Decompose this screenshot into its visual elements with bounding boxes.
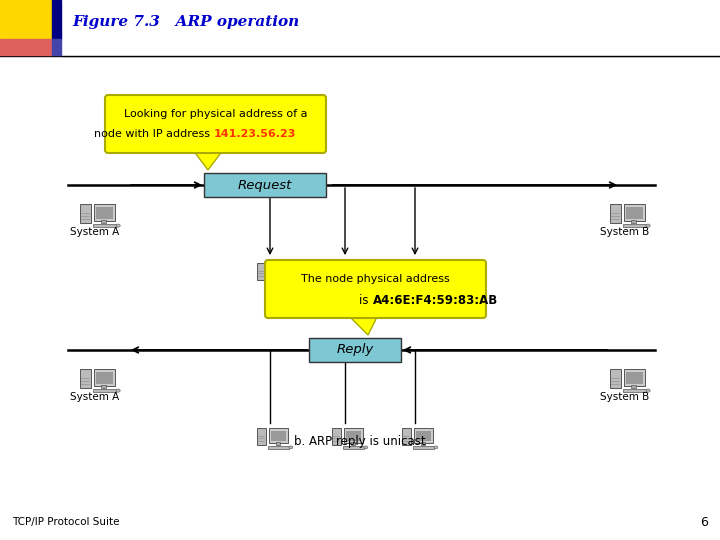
Bar [94,204,115,221]
Bar [93,389,116,392]
Text: b. ARP reply is unicast: b. ARP reply is unicast [294,435,426,449]
Bar [257,263,266,280]
Ellipse shape [289,446,293,449]
Ellipse shape [646,224,650,227]
Bar [0,39,52,55]
Bar [96,372,113,384]
Ellipse shape [646,389,650,392]
Text: System A: System A [71,392,120,402]
Bar [52,39,61,55]
Text: is: is [359,294,372,307]
Bar [611,204,621,223]
Bar [402,428,411,445]
Bar [52,0,61,40]
Ellipse shape [364,281,368,284]
Ellipse shape [364,446,368,449]
Bar [402,263,411,280]
Bar [102,385,106,388]
Bar [268,446,289,449]
Ellipse shape [434,281,438,284]
Bar [0,0,52,40]
Bar [351,277,354,280]
Bar [276,277,279,280]
Text: a. ARP request is broadcast: a. ARP request is broadcast [279,268,441,281]
Bar [623,389,646,392]
Bar [626,372,643,384]
Bar [420,442,425,445]
Text: The node physical address: The node physical address [301,274,450,284]
Ellipse shape [289,281,293,284]
Text: node with IP address: node with IP address [94,129,214,139]
Bar [93,224,116,227]
Bar [631,220,636,223]
Bar [416,431,431,441]
Bar [81,369,91,388]
Text: System A: System A [71,227,120,237]
Bar [344,263,363,278]
Bar [420,277,425,280]
Bar [343,281,364,284]
FancyBboxPatch shape [309,338,401,362]
Bar [269,263,288,278]
Bar [624,369,645,386]
Bar [623,224,646,227]
Bar [276,442,279,445]
Bar [332,428,341,445]
Text: System B: System B [600,392,649,402]
Text: System B: System B [600,227,649,237]
Polygon shape [348,315,378,335]
Bar [269,428,288,443]
Bar [102,220,106,223]
Text: TCP/IP Protocol Suite: TCP/IP Protocol Suite [12,517,120,527]
Bar [346,431,361,441]
Polygon shape [193,150,223,170]
Text: A4:6E:F4:59:83:AB: A4:6E:F4:59:83:AB [372,294,498,307]
Text: 141.23.56.23: 141.23.56.23 [214,129,296,139]
Bar [624,204,645,221]
Bar [413,281,434,284]
Text: Looking for physical address of a: Looking for physical address of a [124,109,307,119]
Ellipse shape [116,224,120,227]
Bar [626,207,643,219]
Bar [346,266,361,276]
Bar [96,207,113,219]
Ellipse shape [434,446,438,449]
Bar [416,266,431,276]
Bar [414,428,433,443]
Bar [332,263,341,280]
Text: 6: 6 [700,516,708,529]
Bar [257,428,266,445]
Bar [414,263,433,278]
Bar [351,442,354,445]
Bar [81,204,91,223]
Bar [94,369,115,386]
Bar [344,428,363,443]
Text: Reply: Reply [336,343,374,356]
FancyBboxPatch shape [204,173,326,197]
Bar [631,385,636,388]
Bar [271,431,286,441]
Bar [413,446,434,449]
Text: Figure 7.3   ARP operation: Figure 7.3 ARP operation [72,15,300,29]
FancyBboxPatch shape [265,260,486,318]
Ellipse shape [116,389,120,392]
Text: Request: Request [238,179,292,192]
Bar [611,369,621,388]
Bar [268,281,289,284]
Bar [271,266,286,276]
FancyBboxPatch shape [105,95,326,153]
Bar [343,446,364,449]
